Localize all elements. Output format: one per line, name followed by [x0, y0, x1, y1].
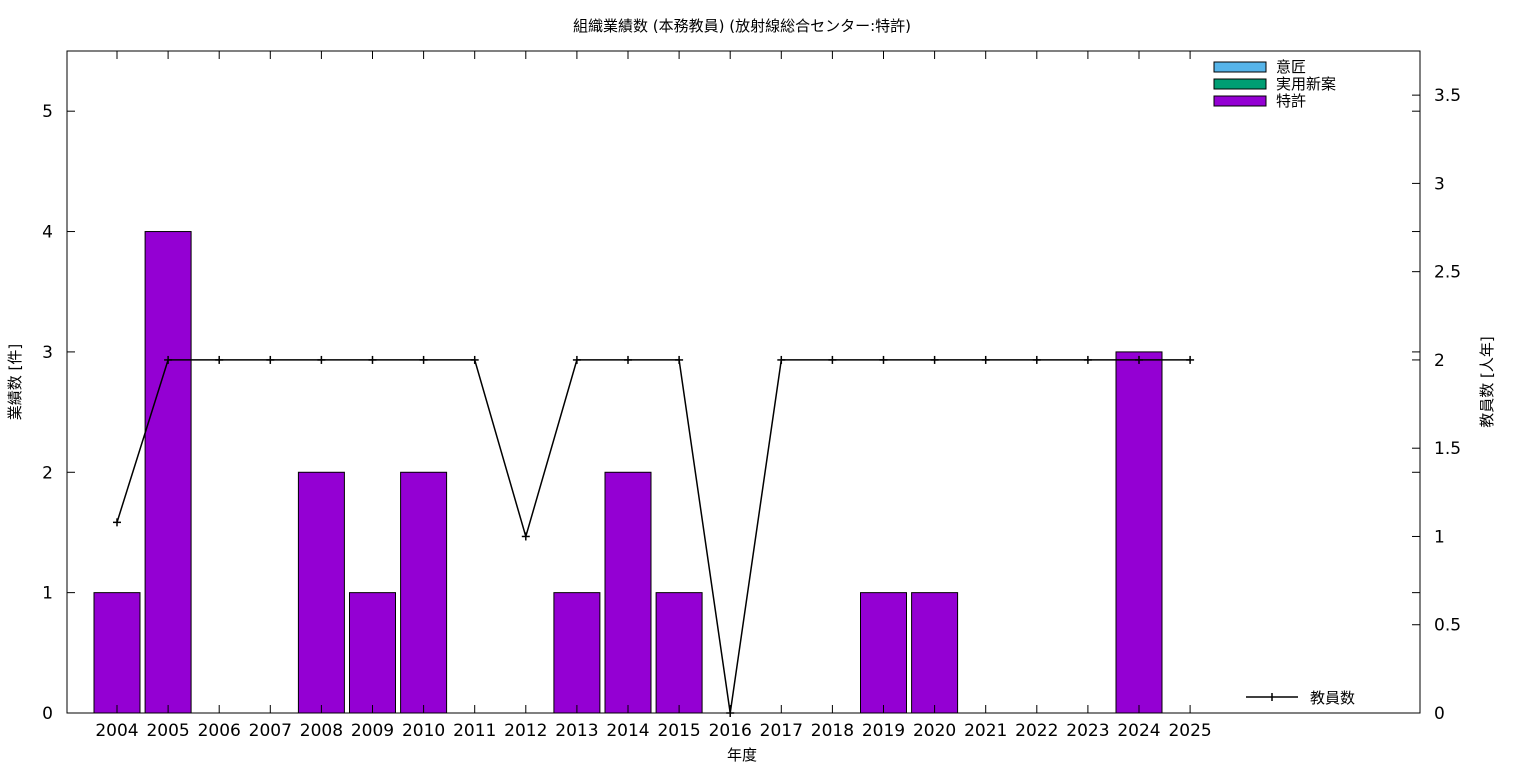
teacher-count-point-2014	[624, 355, 632, 364]
teacher-count-point-2020	[930, 355, 939, 364]
x-tick-label-2014: 2014	[606, 721, 649, 741]
y2-tick-label-0.5: 0.5	[1434, 616, 1461, 636]
y-tick-label-1: 1	[42, 584, 53, 604]
teacher-count-point-2008	[317, 355, 326, 364]
x-axis-label: 年度	[727, 746, 757, 764]
teacher-count-point-2021	[981, 355, 990, 364]
x-tick-label-2016: 2016	[709, 721, 752, 741]
teacher-count-point-2023	[1083, 355, 1092, 364]
y2-tick-label-1.5: 1.5	[1434, 439, 1461, 459]
x-tick-label-2005: 2005	[146, 721, 189, 741]
teacher-count-line	[116, 359, 1191, 714]
teacher-count-point-2009	[368, 355, 377, 364]
y-tick-label-4: 4	[42, 223, 53, 243]
bar-2014-series-2	[604, 471, 652, 714]
y2-tick-label-1: 1	[1434, 527, 1445, 547]
bar-2005-series-2	[144, 231, 192, 714]
y-tick-label-5: 5	[42, 102, 53, 122]
axes-layer: 0 1 2 3 4 5 0 0.5 1 1.5 2 2.5 3 3.5 2004 2005 2006 2007 20…	[42, 50, 1461, 741]
bar-2009-series-2	[349, 592, 396, 714]
teacher-count-point-2007	[266, 355, 275, 364]
teacher-count-point-2024	[1135, 355, 1143, 364]
y2-tick-label-3: 3	[1434, 174, 1445, 194]
teacher-count-point-2010	[419, 355, 428, 364]
y2-axis-label: 教員数 [人年]	[1478, 336, 1496, 427]
x-tick-label-2011: 2011	[453, 721, 496, 741]
x-tick-label-2012: 2012	[504, 721, 547, 741]
x-tick-label-2006: 2006	[198, 721, 241, 741]
x-tick-label-2004: 2004	[95, 721, 138, 741]
x-tick-label-2015: 2015	[657, 721, 700, 741]
x-tick-label-2007: 2007	[249, 721, 292, 741]
x-tick-label-2019: 2019	[862, 721, 905, 741]
legend-swatch-0	[1213, 61, 1267, 73]
legend-swatch-2	[1213, 95, 1267, 107]
x-tick-label-2020: 2020	[913, 721, 956, 741]
plot-frame	[66, 50, 1421, 714]
teacher-count-point-2015	[675, 355, 684, 364]
bar-2020-series-2	[911, 592, 959, 714]
x-tick-label-2013: 2013	[555, 721, 598, 741]
x-tick-label-2024: 2024	[1117, 721, 1160, 741]
y-tick-label-0: 0	[42, 704, 53, 724]
teacher-count-point-2025	[1186, 355, 1195, 364]
legend-line-label: 教員数	[1310, 689, 1355, 707]
x-tick-label-2025: 2025	[1168, 721, 1211, 741]
teacher-count-point-2006	[215, 355, 224, 364]
teacher-count-point-2022	[1032, 355, 1041, 364]
bar-2024-series-2	[1115, 351, 1163, 714]
bar-2013-series-2	[553, 592, 601, 714]
plot-layer	[93, 231, 1195, 717]
bar-2019-series-2	[860, 592, 907, 714]
y-tick-label-2: 2	[42, 463, 53, 483]
bar-2004-series-2	[93, 592, 141, 714]
bar-2015-series-2	[655, 592, 703, 714]
x-tick-label-2009: 2009	[351, 721, 394, 741]
legend-label-1: 実用新案	[1276, 75, 1336, 93]
x-tick-label-2023: 2023	[1066, 721, 1109, 741]
x-tick-label-2021: 2021	[964, 721, 1007, 741]
x-tick-label-2017: 2017	[760, 721, 803, 741]
legend-label-0: 意匠	[1276, 58, 1306, 76]
teacher-count-point-2012	[521, 532, 530, 541]
x-tick-label-2018: 2018	[811, 721, 854, 741]
legend-label-2: 特許	[1276, 92, 1306, 110]
chart-title: 組織業績数 (本務教員) (放射線総合センター:特許)	[573, 17, 911, 35]
teacher-count-point-2019	[879, 355, 888, 364]
teacher-count-point-2005	[164, 355, 173, 364]
x-tick-label-2010: 2010	[402, 721, 445, 741]
legend-swatch-1	[1213, 78, 1267, 90]
y2-tick-label-0: 0	[1434, 704, 1445, 724]
teacher-count-point-2004	[113, 518, 121, 527]
y2-tick-label-3.5: 3.5	[1434, 86, 1461, 106]
teacher-count-point-2013	[572, 355, 581, 364]
bar-2010-series-2	[400, 471, 448, 714]
y-tick-label-3: 3	[42, 343, 53, 363]
x-tick-label-2022: 2022	[1015, 721, 1058, 741]
teacher-count-point-2017	[777, 355, 786, 364]
x-tick-label-2008: 2008	[300, 721, 343, 741]
y-axis-label: 業績数 [件]	[6, 344, 24, 420]
y2-tick-label-2: 2	[1434, 351, 1445, 371]
teacher-count-point-2011	[470, 355, 479, 364]
teacher-count-point-2018	[828, 355, 837, 364]
bar-2008-series-2	[297, 471, 345, 714]
y2-tick-label-2.5: 2.5	[1434, 263, 1461, 283]
